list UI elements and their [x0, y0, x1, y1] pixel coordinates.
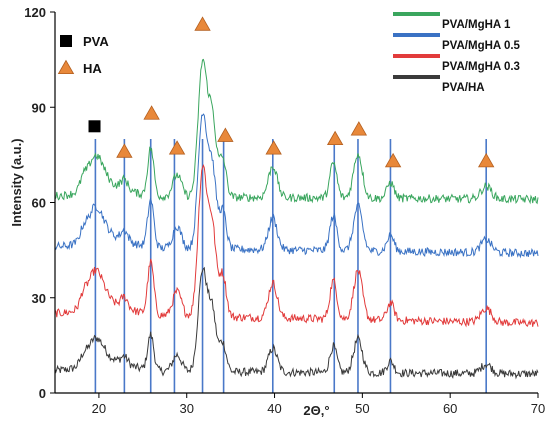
pva-marker [88, 120, 101, 133]
y-tick-label: 120 [24, 5, 46, 20]
ha-marker [477, 152, 495, 168]
x-axis-label: 2Θ,° [303, 403, 329, 418]
x-tick-label: 30 [179, 401, 193, 416]
ha-marker [326, 130, 344, 146]
ha-marker [116, 143, 133, 158]
x-tick-label: 40 [267, 401, 281, 416]
x-tick-label: 50 [355, 401, 369, 416]
ha-marker [350, 121, 368, 136]
y-tick-label: 0 [39, 386, 46, 401]
legend-ha-icon [57, 59, 75, 75]
x-tick-label: 60 [443, 401, 457, 416]
ha-marker [194, 16, 211, 31]
ha-marker [217, 127, 234, 142]
series-line-pva-mgha-0-3 [54, 164, 539, 328]
series-line-pva-mgha-1 [54, 58, 539, 205]
y-axis-label: Intensity (a.u.) [9, 138, 24, 226]
legend-pva-label: PVA [83, 34, 109, 49]
y-tick-label: 30 [32, 291, 46, 306]
series-line-pva-ha [54, 266, 539, 380]
series-line-pva-mgha-0-5 [54, 113, 539, 259]
legend-label: PVA/MgHA 0.5 [442, 40, 521, 52]
x-tick-label: 70 [531, 401, 545, 416]
ha-marker [143, 105, 160, 120]
legend-ha-label: HA [83, 61, 102, 76]
ha-marker [265, 140, 282, 155]
y-tick-label: 90 [32, 100, 46, 115]
y-tick-label: 60 [32, 196, 46, 211]
x-tick-label: 20 [92, 401, 106, 416]
legend-label: PVA/MgHA 0.3 [442, 61, 520, 73]
ha-marker [384, 152, 402, 168]
legend-label: PVA/HA [442, 82, 485, 94]
legend-label: PVA/MgHA 1 [442, 19, 511, 31]
ha-marker [168, 140, 186, 155]
legend-pva-icon [60, 35, 72, 47]
